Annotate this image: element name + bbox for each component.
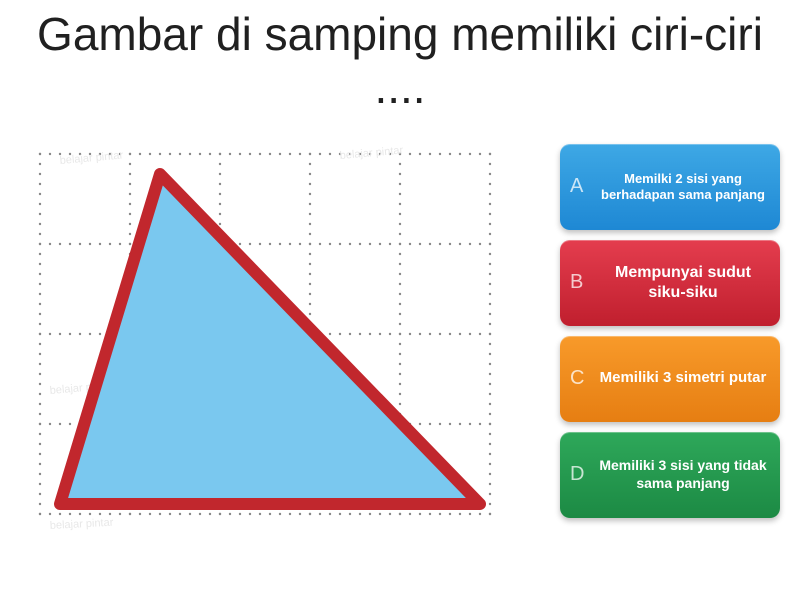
answer-text: Mempunyai sudut siku-siku bbox=[596, 263, 770, 303]
answer-option-a[interactable]: A Memilki 2 sisi yang berhadapan sama pa… bbox=[560, 144, 780, 230]
question-title: Gambar di samping memiliki ciri-ciri ...… bbox=[0, 0, 800, 134]
answer-text: Memiliki 3 simetri putar bbox=[596, 369, 770, 388]
figure-area: belajar pintar belajar pintar belajar pi… bbox=[20, 134, 520, 539]
answer-letter: A bbox=[570, 175, 596, 198]
answer-option-b[interactable]: B Mempunyai sudut siku-siku bbox=[560, 240, 780, 326]
answer-text: Memilki 2 sisi yang berhadapan sama panj… bbox=[596, 171, 770, 204]
content-area: belajar pintar belajar pintar belajar pi… bbox=[0, 134, 800, 539]
answer-letter: D bbox=[570, 463, 596, 486]
answer-option-d[interactable]: D Memiliki 3 sisi yang tidak sama panjan… bbox=[560, 432, 780, 518]
answers-panel: A Memilki 2 sisi yang berhadapan sama pa… bbox=[560, 134, 780, 539]
answer-letter: B bbox=[570, 271, 596, 294]
answer-letter: C bbox=[570, 367, 596, 390]
answer-option-c[interactable]: C Memiliki 3 simetri putar bbox=[560, 336, 780, 422]
answer-text: Memiliki 3 sisi yang tidak sama panjang bbox=[596, 457, 770, 492]
triangle-figure: belajar pintar belajar pintar belajar pi… bbox=[20, 134, 500, 534]
